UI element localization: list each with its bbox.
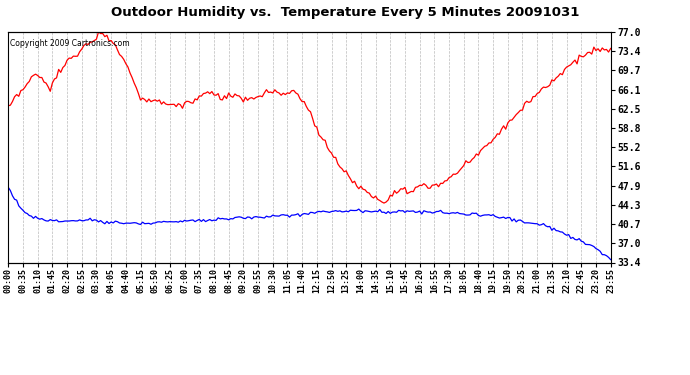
Text: Copyright 2009 Cartronics.com: Copyright 2009 Cartronics.com <box>10 39 130 48</box>
Text: Outdoor Humidity vs.  Temperature Every 5 Minutes 20091031: Outdoor Humidity vs. Temperature Every 5… <box>111 6 579 19</box>
